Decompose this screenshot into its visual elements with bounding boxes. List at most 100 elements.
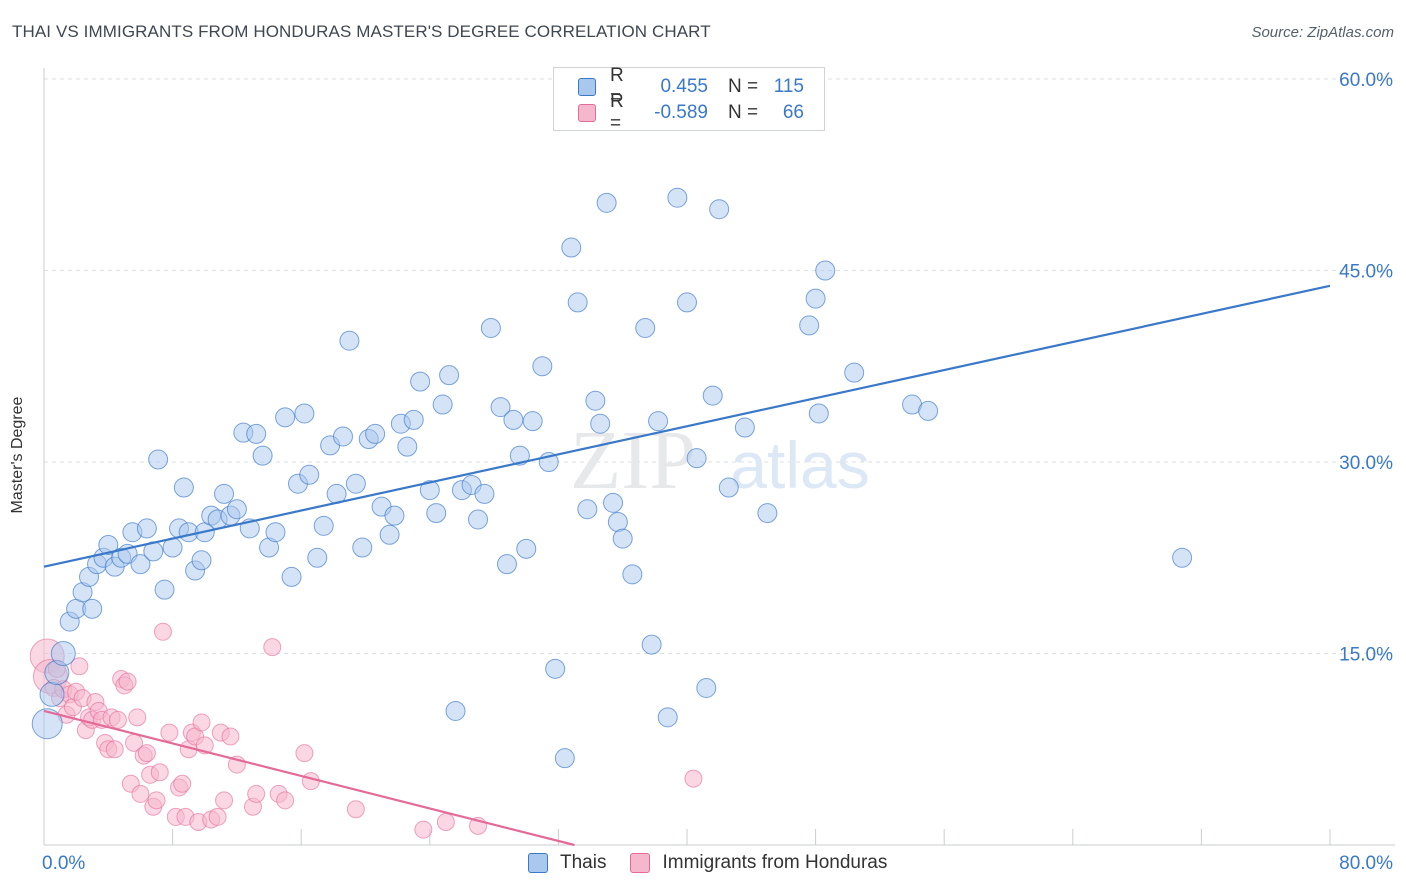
data-point-thais: [734, 417, 755, 438]
data-point-honduras: [192, 713, 211, 732]
data-point-thais: [419, 480, 440, 501]
data-point-thais: [532, 356, 553, 377]
data-point-thais: [148, 449, 169, 470]
data-point-thais: [252, 445, 273, 466]
chart-title: THAI VS IMMIGRANTS FROM HONDURAS MASTER'…: [12, 22, 711, 41]
data-point-thais: [516, 538, 537, 559]
r-label: R =: [610, 65, 624, 108]
data-point-thais: [294, 403, 315, 424]
data-point-honduras: [131, 784, 150, 803]
data-point-thais: [622, 564, 643, 585]
data-point-thais: [522, 411, 543, 432]
data-point-honduras: [346, 800, 365, 819]
thais-swatch: [578, 78, 596, 96]
data-point-thais: [154, 579, 175, 600]
data-point-thais: [307, 547, 328, 568]
data-point-thais: [474, 483, 495, 504]
data-point-honduras: [173, 774, 192, 793]
data-point-thais: [686, 448, 707, 469]
data-point-thais: [554, 748, 575, 769]
n-label: N =: [728, 102, 759, 123]
data-point-thais: [545, 658, 566, 679]
data-point-thais: [313, 515, 334, 536]
data-point-thais: [667, 187, 688, 208]
data-point-thais: [696, 677, 717, 698]
data-point-thais: [468, 509, 489, 530]
data-point-thais: [246, 423, 267, 444]
legend-item-honduras[interactable]: Immigrants from Honduras: [630, 852, 887, 874]
data-point-thais: [173, 477, 194, 498]
data-point-honduras: [263, 638, 282, 657]
y-tick-label: 30.0%: [1339, 453, 1393, 474]
watermark-atlas: atlas: [730, 428, 869, 502]
series-legend: Thais Immigrants from Honduras: [528, 852, 911, 874]
y-tick-label: 60.0%: [1339, 70, 1393, 91]
data-point-thais: [281, 566, 302, 587]
legend-row-honduras: R = -0.589 N = 66: [578, 91, 804, 134]
data-point-thais: [844, 362, 865, 383]
data-point-thais: [509, 445, 530, 466]
thai-points: [31, 187, 1193, 769]
data-point-thais: [98, 534, 119, 555]
data-point-thais: [799, 315, 820, 336]
tick-labels: 15.0% 30.0% 45.0% 60.0% 0.0% 80.0%: [42, 70, 1393, 874]
data-point-thais: [403, 409, 424, 430]
r-label: R =: [610, 91, 624, 134]
data-point-honduras: [105, 740, 124, 759]
data-point-honduras: [301, 772, 320, 791]
trend-line-thais: [43, 284, 1331, 568]
honduras-swatch: [630, 853, 651, 873]
n-value: 66: [782, 102, 804, 123]
data-point-thais: [702, 385, 723, 406]
data-point-thais: [345, 473, 366, 494]
data-point-thais: [607, 512, 628, 533]
y-tick-label: 15.0%: [1339, 645, 1393, 666]
legend-item-thais[interactable]: Thais: [528, 852, 606, 874]
data-point-honduras: [153, 622, 172, 641]
data-point-thais: [136, 518, 157, 539]
data-point-thais: [226, 499, 247, 520]
data-point-thais: [265, 522, 286, 543]
data-point-honduras: [150, 763, 169, 782]
data-point-thais: [39, 681, 65, 707]
data-point-thais: [641, 634, 662, 655]
watermark: ZIP atlas: [570, 414, 870, 507]
data-point-thais: [379, 524, 400, 545]
data-point-thais: [596, 192, 617, 213]
n-value: 115: [773, 76, 804, 97]
data-point-thais: [490, 397, 511, 418]
stats-legend: R = 0.455 N = 115 R = -0.589 N = 66: [553, 65, 825, 134]
data-point-thais: [426, 503, 447, 524]
trend-line-honduras: [43, 709, 575, 847]
data-point-honduras: [247, 784, 266, 803]
x-tick-label: 80.0%: [1339, 853, 1393, 874]
data-point-thais: [561, 237, 582, 258]
data-point-thais: [445, 700, 466, 721]
data-point-honduras: [215, 791, 234, 810]
data-point-thais: [577, 499, 598, 520]
honduras-points: [29, 622, 703, 839]
honduras-swatch: [578, 104, 596, 122]
data-point-thais: [603, 492, 624, 513]
data-point-thais: [384, 505, 405, 526]
data-point-thais: [677, 292, 697, 313]
data-point-thais: [635, 317, 656, 338]
data-point-honduras: [137, 744, 156, 763]
data-point-thais: [397, 436, 418, 457]
source-label: Source: ZipAtlas.com: [1251, 24, 1394, 41]
data-point-thais: [590, 413, 611, 434]
data-point-honduras: [414, 820, 433, 839]
data-point-thais: [567, 292, 588, 313]
data-point-thais: [50, 641, 76, 666]
data-point-thais: [757, 503, 778, 524]
legend-label-thais: Thais: [560, 852, 607, 873]
data-point-thais: [918, 400, 939, 421]
data-point-honduras: [436, 813, 455, 832]
data-point-thais: [657, 707, 678, 728]
data-point-thais: [480, 317, 501, 338]
thais-swatch: [528, 853, 548, 873]
data-point-thais: [191, 550, 212, 571]
data-point-honduras: [221, 727, 240, 746]
data-point-thais: [718, 477, 739, 498]
